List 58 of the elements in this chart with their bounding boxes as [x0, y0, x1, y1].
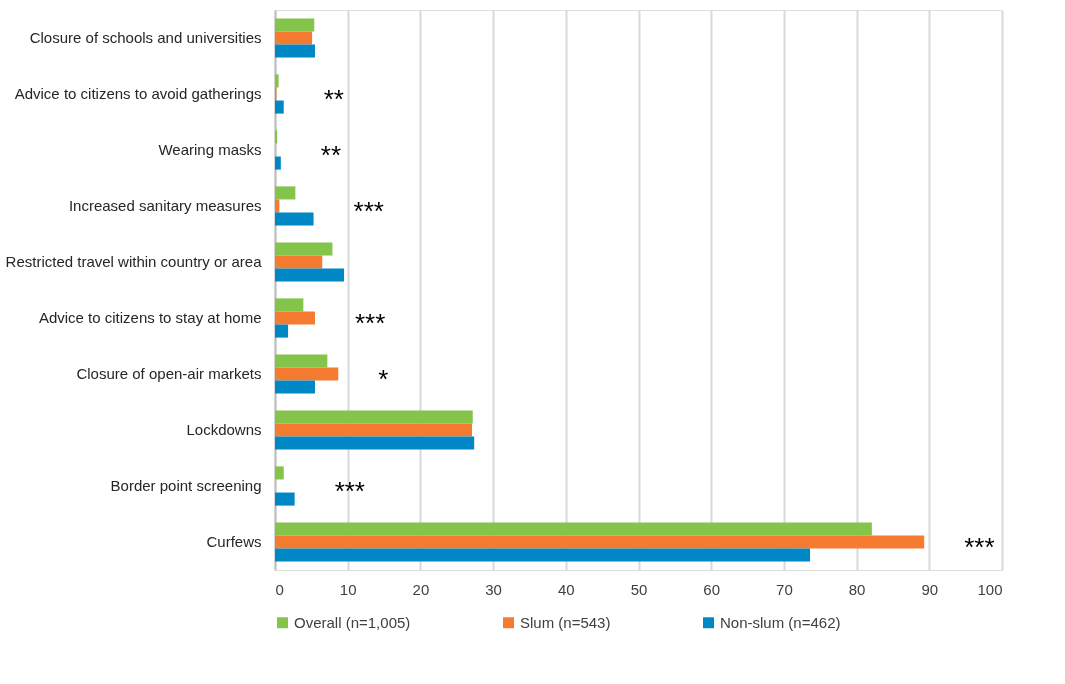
y-tick-label: Increased sanitary measures	[68, 197, 262, 214]
y-tick-label: Advice to citizens to avoid gatherings	[14, 85, 262, 102]
bar	[275, 186, 296, 200]
bar	[275, 423, 473, 437]
x-tick-label: 100	[977, 580, 1003, 598]
bar	[275, 242, 333, 256]
bar	[275, 100, 284, 114]
x-tick-label: 60	[703, 580, 721, 598]
bar	[275, 492, 295, 506]
data-label: *	[378, 364, 389, 394]
bar	[275, 74, 279, 88]
x-tick-label: 10	[339, 580, 357, 598]
bar	[275, 548, 811, 562]
bar	[275, 268, 345, 282]
y-tick-label: Closure of schools and universities	[29, 29, 262, 46]
bar	[275, 522, 872, 536]
bar	[275, 311, 315, 325]
bar	[275, 18, 315, 32]
x-tick-label: 90	[921, 580, 939, 598]
y-tick-label: Restricted travel within country or area	[5, 253, 263, 270]
x-tick-label: 50	[630, 580, 648, 598]
x-tick-label: 40	[557, 580, 575, 598]
x-tick-label: 30	[485, 580, 502, 598]
bar	[275, 199, 280, 213]
data-label: ***	[354, 308, 386, 338]
bar	[275, 466, 284, 480]
y-tick-label: Closure of open-air markets	[76, 365, 262, 382]
data-label: ***	[964, 532, 995, 562]
data-label: ***	[334, 476, 365, 506]
legend-label: Overall (n=1,005)	[294, 613, 411, 631]
legend-label: Non-slum (n=462)	[720, 613, 841, 631]
x-tick-label: 70	[776, 580, 793, 598]
bar	[275, 298, 304, 312]
y-tick-label: Advice to citizens to stay at home	[38, 309, 262, 326]
bar	[275, 367, 339, 381]
y-tick-label: Wearing masks	[158, 141, 262, 158]
data-label: **	[323, 84, 344, 114]
bar	[275, 436, 475, 450]
data-label: ***	[353, 196, 384, 226]
x-tick-label: 80	[848, 580, 866, 598]
x-tick-label: 20	[412, 580, 430, 598]
legend-label: Slum (n=543)	[520, 613, 611, 631]
x-tick-label: 0	[275, 580, 284, 598]
y-tick-label: Border point screening	[110, 477, 262, 494]
bar	[275, 212, 314, 226]
bar	[275, 324, 289, 338]
bar	[275, 31, 313, 45]
y-tick-label: Curfews	[206, 533, 262, 550]
bar	[275, 410, 473, 424]
bar	[275, 380, 315, 394]
bar	[275, 44, 315, 58]
bar	[275, 130, 278, 144]
data-label: **	[320, 140, 342, 170]
y-tick-label: Lockdowns	[186, 421, 262, 438]
bar	[275, 156, 281, 170]
bar	[275, 354, 328, 368]
bar	[275, 255, 323, 269]
bar	[275, 535, 925, 549]
